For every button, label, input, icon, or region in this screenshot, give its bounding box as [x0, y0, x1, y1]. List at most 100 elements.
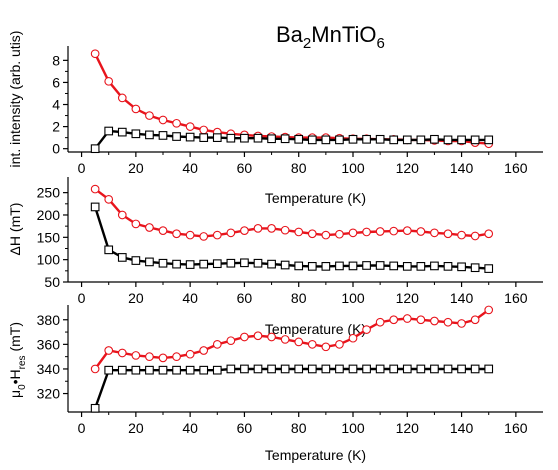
- data-point: [402, 226, 412, 235]
- data-point: [158, 115, 168, 125]
- data-point: [307, 340, 317, 349]
- data-point: [484, 135, 494, 145]
- data-point: [253, 331, 263, 341]
- data-point: [199, 346, 209, 355]
- y-tick-label: 360: [37, 336, 61, 352]
- data-point: [199, 232, 209, 241]
- data-point: [172, 132, 181, 141]
- data-point: [158, 131, 168, 140]
- data-point: [104, 126, 114, 136]
- data-point: [348, 228, 358, 238]
- data-point: [280, 225, 290, 235]
- data-point: [267, 364, 276, 374]
- y-tick-label: 150: [37, 229, 61, 245]
- x-axis-title: Temperature (K): [265, 447, 366, 463]
- data-point: [470, 364, 480, 374]
- data-point: [484, 229, 494, 239]
- data-point: [117, 210, 127, 220]
- data-point: [443, 262, 453, 271]
- data-point: [335, 340, 344, 349]
- data-point: [104, 76, 114, 86]
- data-point: [457, 319, 466, 328]
- y-tick-label: 0: [52, 141, 60, 157]
- data-point: [104, 245, 114, 255]
- data-point: [348, 333, 358, 343]
- x-tick-label: 120: [396, 420, 420, 436]
- x-tick-label: 140: [450, 160, 474, 176]
- title-part: Ba: [276, 22, 304, 47]
- data-point: [280, 134, 290, 144]
- data-point: [253, 258, 263, 268]
- data-point: [294, 134, 304, 144]
- x-tick-label: 20: [128, 290, 144, 306]
- data-point: [402, 364, 412, 374]
- data-point: [321, 342, 331, 352]
- data-point: [430, 228, 439, 238]
- x-tick-label: 160: [504, 420, 528, 436]
- y-tick-label: 8: [52, 52, 60, 68]
- series-line-2: [93, 206, 489, 270]
- data-point: [145, 352, 154, 362]
- data-point: [145, 223, 154, 232]
- data-point: [443, 135, 453, 145]
- data-point: [185, 132, 195, 142]
- data-point: [185, 260, 195, 269]
- data-point: [307, 229, 317, 239]
- data-point: [104, 365, 114, 375]
- data-point: [158, 258, 168, 268]
- x-tick-label: 0: [78, 160, 86, 176]
- x-tick-label: 40: [182, 160, 198, 176]
- data-point: [362, 325, 371, 334]
- data-point: [226, 336, 236, 346]
- x-tick-label: 0: [78, 290, 86, 306]
- data-point: [185, 365, 195, 375]
- data-point: [212, 365, 222, 375]
- data-point: [389, 364, 399, 374]
- data-point: [240, 133, 249, 143]
- data-point: [375, 317, 385, 327]
- data-point: [443, 364, 453, 374]
- data-point: [484, 364, 494, 374]
- y-tick-label: 250: [37, 185, 61, 201]
- data-point: [240, 332, 249, 342]
- x-axis-title: Temperature (K): [265, 321, 366, 337]
- data-point: [145, 130, 154, 140]
- data-point: [348, 261, 358, 271]
- data-point: [280, 335, 290, 344]
- data-point: [362, 134, 371, 144]
- data-point: [470, 231, 480, 241]
- data-point: [90, 144, 100, 154]
- x-tick-label: 0: [78, 420, 86, 436]
- data-point: [416, 227, 426, 236]
- data-point: [294, 261, 304, 271]
- y-axis-title-subscript: res: [17, 355, 28, 369]
- data-point: [253, 224, 263, 233]
- data-point: [90, 202, 100, 212]
- data-point: [185, 349, 195, 359]
- data-point: [470, 263, 480, 273]
- data-point: [212, 259, 222, 269]
- x-tick-label: 60: [237, 420, 253, 436]
- y-axis-title-part: (mT): [7, 322, 23, 355]
- y-tick-label: 200: [37, 207, 61, 223]
- data-point: [375, 227, 385, 236]
- y-tick-label: 340: [37, 361, 61, 377]
- y-tick-label: 2: [52, 119, 60, 135]
- data-point: [131, 351, 141, 360]
- data-point: [402, 135, 412, 145]
- series-line-2: [93, 367, 489, 409]
- x-tick-label: 140: [450, 420, 474, 436]
- data-point: [117, 348, 127, 358]
- data-point: [294, 227, 304, 237]
- x-tick-label: 20: [128, 160, 144, 176]
- x-tick-label: 140: [450, 290, 474, 306]
- data-point: [470, 315, 480, 325]
- data-point: [212, 340, 222, 349]
- data-point: [416, 315, 426, 325]
- data-point: [402, 314, 412, 323]
- x-axis-title: Temperature (K): [265, 190, 366, 206]
- data-point: [158, 365, 168, 375]
- data-point: [321, 135, 331, 145]
- data-point: [212, 133, 222, 142]
